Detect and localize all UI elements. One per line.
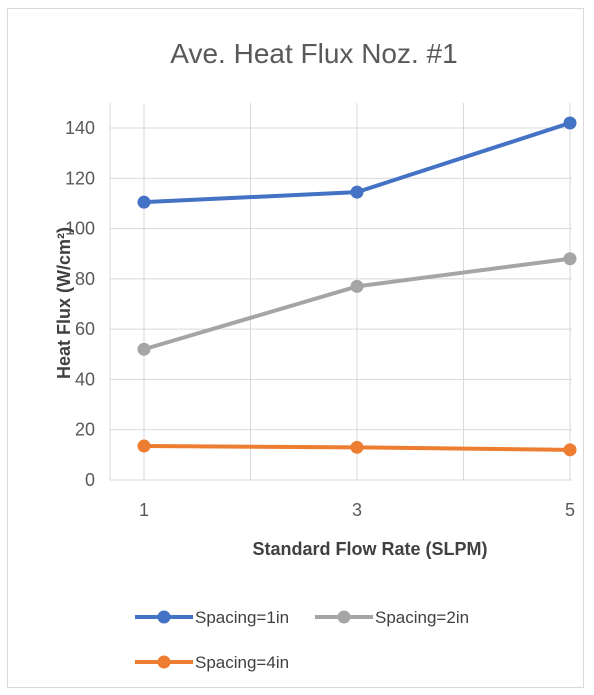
legend-label: Spacing=2in bbox=[375, 608, 469, 627]
y-tick-label: 0 bbox=[85, 470, 95, 490]
y-tick-label: 80 bbox=[75, 269, 95, 289]
legend-item: Spacing=2in bbox=[315, 608, 469, 627]
chart-title: Ave. Heat Flux Noz. #1 bbox=[170, 38, 457, 69]
y-tick-labels: 0 20 40 60 80 100 120 140 bbox=[65, 118, 95, 490]
legend-marker bbox=[157, 610, 171, 624]
data-point bbox=[350, 279, 364, 293]
legend-label: Spacing=1in bbox=[195, 608, 289, 627]
legend-item: Spacing=4in bbox=[135, 653, 289, 672]
legend-marker bbox=[337, 610, 351, 624]
x-axis-title: Standard Flow Rate (SLPM) bbox=[252, 539, 487, 559]
x-tick-labels: 1 3 5 bbox=[139, 500, 575, 520]
x-tick-label: 1 bbox=[139, 500, 149, 520]
gridlines bbox=[109, 103, 572, 481]
x-tick-label: 3 bbox=[352, 500, 362, 520]
series-markers bbox=[137, 116, 577, 457]
y-tick-label: 120 bbox=[65, 168, 95, 188]
data-point bbox=[137, 439, 151, 453]
data-point bbox=[563, 252, 577, 266]
data-point bbox=[137, 342, 151, 356]
y-axis-title: Heat Flux (W/cm²) bbox=[54, 227, 74, 379]
legend: Spacing=1in Spacing=2in Spacing=4in bbox=[135, 608, 469, 672]
legend-label: Spacing=4in bbox=[195, 653, 289, 672]
chart-frame bbox=[7, 8, 584, 688]
x-tick-label: 5 bbox=[565, 500, 575, 520]
y-tick-label: 60 bbox=[75, 319, 95, 339]
data-point bbox=[350, 440, 364, 454]
data-point bbox=[563, 443, 577, 457]
legend-marker bbox=[157, 655, 171, 669]
data-point bbox=[563, 116, 577, 130]
y-tick-label: 140 bbox=[65, 118, 95, 138]
data-point bbox=[350, 185, 364, 199]
y-tick-label: 40 bbox=[75, 369, 95, 389]
y-tick-label: 100 bbox=[65, 219, 95, 239]
data-point bbox=[137, 195, 151, 209]
y-tick-label: 20 bbox=[75, 420, 95, 440]
legend-item: Spacing=1in bbox=[135, 608, 289, 627]
